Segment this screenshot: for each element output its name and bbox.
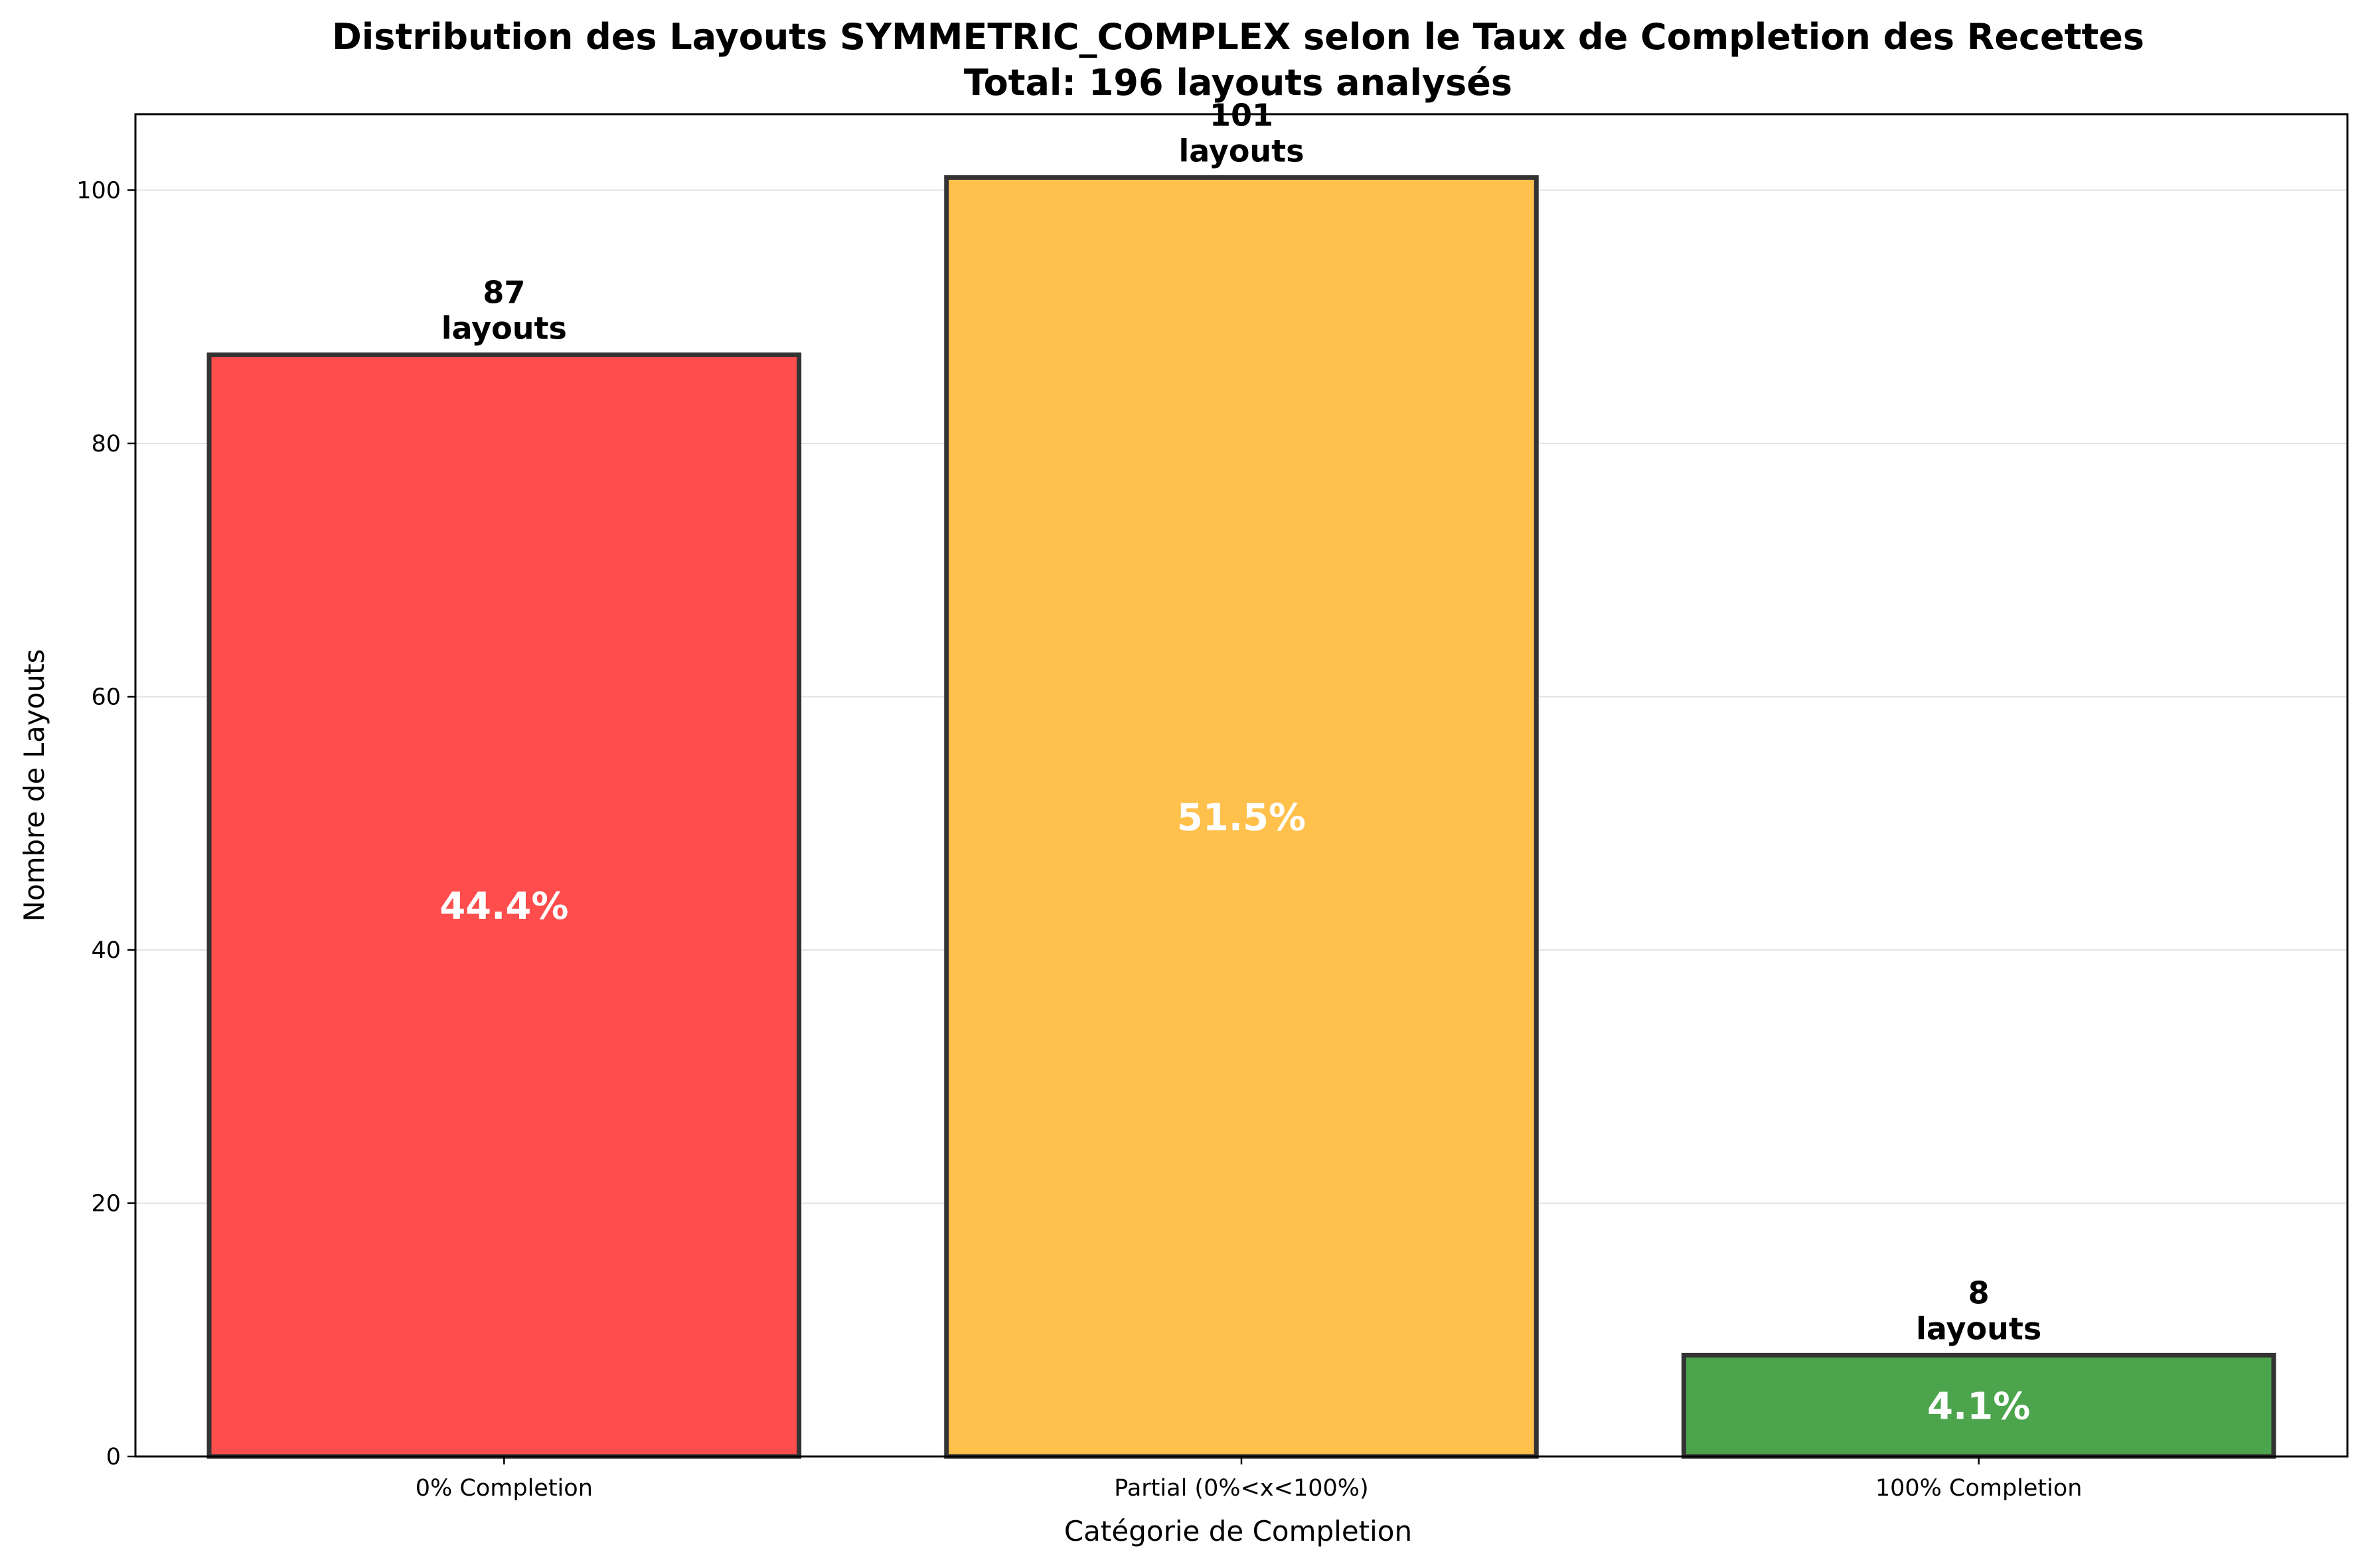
y-tick-label: 20 (91, 1190, 121, 1217)
y-tick-label: 100 (76, 177, 121, 204)
bar-percent-label: 4.1% (1927, 1385, 2030, 1429)
chart-title-line-2: Total: 196 layouts analysés (964, 62, 1512, 104)
bars (206, 175, 2276, 1459)
bar-percent-label: 51.5% (1177, 797, 1306, 840)
x-tick-label: 100% Completion (1875, 1475, 2083, 1502)
bar-count-label: 101 (1210, 97, 1273, 133)
x-tick-label: Partial (0%<x<100%) (1114, 1475, 1368, 1502)
y-axis-label: Nombre de Layouts (18, 649, 50, 922)
y-tick-label: 0 (106, 1444, 121, 1470)
bar-count-label: 8 (1968, 1275, 1990, 1310)
bar-1 (944, 175, 1539, 1459)
y-tick-label: 80 (91, 431, 121, 457)
x-axis-label: Catégorie de Completion (1064, 1515, 1412, 1547)
y-axis-ticks: 0 20 40 60 80 100 (76, 177, 135, 1470)
bar-percent-label: 44.4% (439, 885, 568, 928)
bar-count-label: 87 (483, 274, 525, 310)
bar-count-unit-label: layouts (441, 310, 567, 346)
bar-count-unit-label: layouts (1178, 133, 1304, 169)
y-tick-label: 40 (91, 937, 121, 964)
bar-count-unit-label: layouts (1916, 1310, 2041, 1346)
chart-title-line-1: Distribution des Layouts SYMMETRIC_COMPL… (332, 16, 2144, 58)
bar-0 (206, 352, 802, 1459)
x-axis-ticks: 0% Completion Partial (0%<x<100%) 100% Com… (416, 1456, 2083, 1502)
x-tick-label: 0% Completion (416, 1475, 593, 1502)
y-tick-label: 60 (91, 684, 121, 710)
bar-labels: 87layouts44.4%101layouts51.5%8layouts4.1… (439, 97, 2041, 1428)
